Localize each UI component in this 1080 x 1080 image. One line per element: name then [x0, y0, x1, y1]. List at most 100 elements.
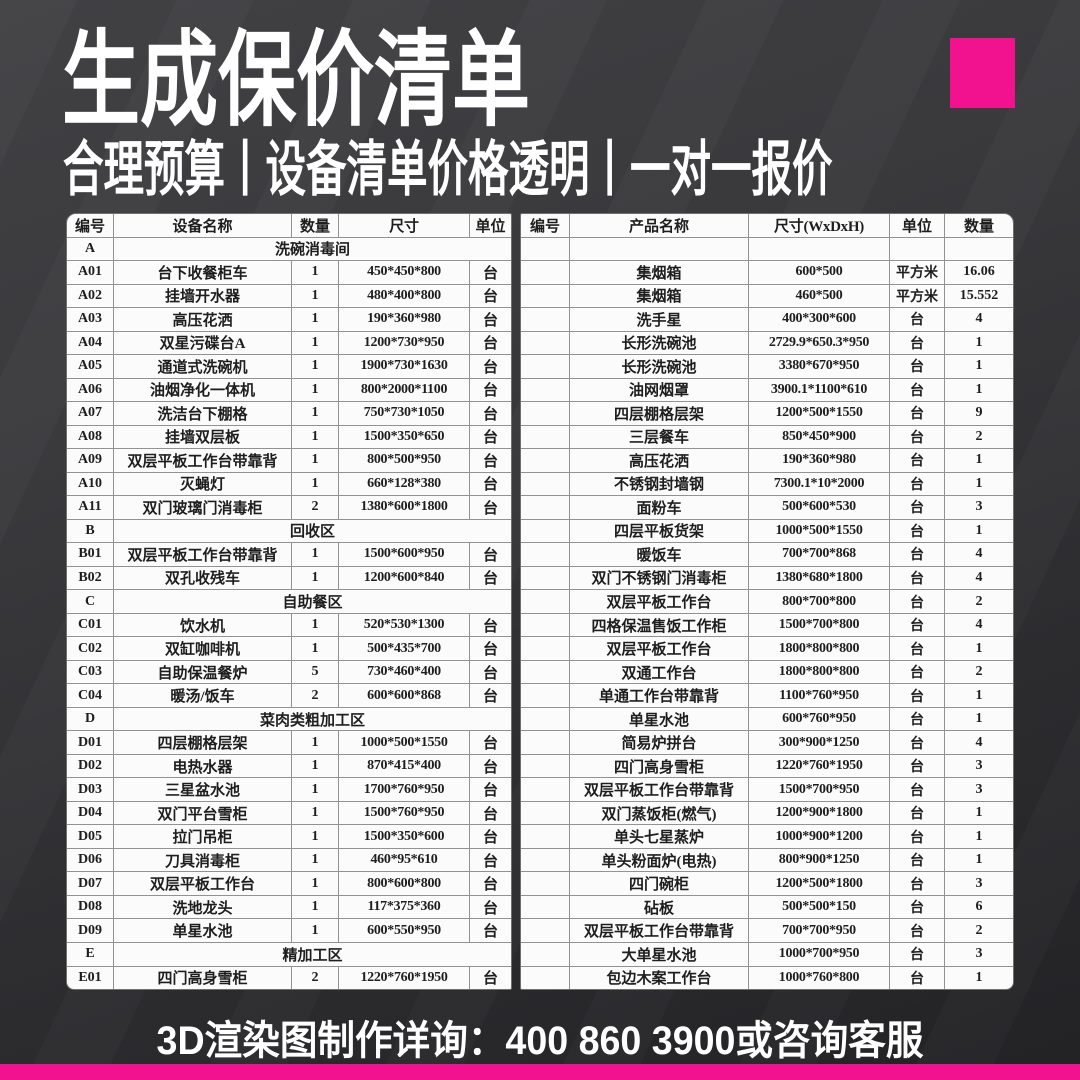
item-qty: 1 [292, 284, 339, 308]
item-name: 单星水池 [114, 919, 292, 942]
item-qty: 6 [975, 899, 983, 915]
table-row: C01 饮水机 1 520*530*1300 台 [67, 613, 511, 638]
item-code [521, 308, 570, 331]
item-code: D07 [67, 872, 114, 895]
table-row: 集烟箱 460*500 平方米 15.552 [521, 284, 1013, 309]
item-name: 双层平板工作台 [570, 590, 749, 613]
item-code [521, 942, 570, 966]
item-code [521, 543, 570, 566]
item-qty: 1 [975, 452, 983, 468]
item-name: 灭蝇灯 [114, 472, 292, 496]
item-name: 四格保温售饭工作柜 [570, 613, 749, 637]
table-row: 洗手星 400*300*600 台 4 [521, 308, 1013, 332]
column-header: 单位 [475, 218, 506, 235]
item-unit: 台 [482, 853, 498, 870]
item-code: D03 [67, 778, 114, 801]
table-row: 四格保温售饭工作柜 1500*700*800 台 4 [521, 613, 1013, 638]
item-name: 双门不锈钢门消毒柜 [570, 566, 749, 590]
table-row: D03 三星盆水池 1 1700*760*950 台 [67, 778, 511, 802]
item-name: 双门平台雪柜 [114, 801, 292, 825]
item-unit: 台 [482, 571, 498, 588]
item-code [521, 613, 570, 637]
item-qty: 1 [975, 381, 983, 397]
item-name: 双孔收残车 [114, 566, 292, 590]
item-name: 长形洗碗池 [570, 355, 749, 378]
item-qty: 3 [975, 758, 983, 774]
table-row: 双层平板工作台带靠背 700*700*950 台 2 [521, 919, 1013, 943]
item-name [570, 237, 749, 261]
section-row: C 自助餐区 [67, 590, 511, 614]
item-unit: 台 [482, 312, 498, 329]
table-row: A05 通道式洗碗机 1 1900*730*1630 台 [67, 355, 511, 379]
item-qty: 1 [292, 402, 339, 425]
item-code [521, 425, 570, 449]
item-unit: 台 [890, 449, 945, 472]
item-name: 双星污碟台A [114, 331, 292, 355]
item-size: 460*95*610 [339, 848, 470, 872]
equipment-table-left: 编号 设备名称 数量 尺寸 单位 A 洗碗消毒间 A01 台下收餐柜车 1 450*450… [66, 213, 512, 990]
item-size: 190*360*980 [749, 449, 890, 472]
item-qty: 9 [975, 405, 983, 421]
item-unit: 台 [890, 942, 945, 966]
table-row: C03 自助保温餐炉 5 730*460*400 台 [67, 660, 511, 685]
item-name: 四门高身雪柜 [114, 966, 292, 989]
item-size: 1500*600*950 [339, 543, 470, 566]
item-name: 台下收餐柜车 [114, 261, 292, 284]
item-size: 700*700*950 [749, 919, 890, 942]
table-row: 双门不锈钢门消毒柜 1380*680*1800 台 4 [521, 566, 1013, 591]
item-qty: 1 [975, 358, 983, 374]
item-name: 简易炉拼台 [570, 731, 749, 754]
item-code [521, 731, 570, 754]
item-unit: 台 [890, 848, 945, 872]
section-label: 自助餐区 [282, 595, 343, 611]
item-unit: 台 [890, 895, 945, 919]
item-name: 不锈钢封墙钢 [570, 472, 749, 496]
item-size: 400*300*600 [749, 308, 890, 331]
item-unit [890, 237, 945, 261]
item-qty: 1 [292, 637, 339, 660]
item-code [521, 966, 570, 989]
item-size: 1000*700*950 [749, 942, 890, 966]
item-size: 190*360*980 [339, 308, 470, 331]
item-qty: 1 [292, 308, 339, 331]
item-code: D02 [67, 754, 114, 778]
item-name: 双门玻璃门消毒柜 [114, 496, 292, 519]
table-row: 单通工作台带靠背 1100*760*950 台 1 [521, 684, 1013, 708]
item-qty: 1 [975, 852, 983, 868]
table-row: A08 挂墙双层板 1 1500*350*650 台 [67, 425, 511, 450]
table-row: A06 油烟净化一体机 1 800*2000*1100 台 [67, 378, 511, 403]
table-row: A10 灭蝇灯 1 660*128*380 台 [67, 472, 511, 497]
section-row: E 精加工区 [67, 942, 511, 967]
item-size: 1200*730*950 [339, 331, 470, 355]
item-code: D05 [67, 825, 114, 848]
item-name: 集烟箱 [570, 284, 749, 308]
item-qty: 1 [975, 687, 983, 703]
item-size: 600*550*950 [339, 919, 470, 942]
section-code: D [67, 707, 114, 731]
item-name: 暖饭车 [570, 543, 749, 566]
table-row: 长形洗碗池 3380*670*950 台 1 [521, 355, 1013, 379]
item-code [521, 590, 570, 613]
item-name: 洗地龙头 [114, 895, 292, 919]
section-label: 菜肉类粗加工区 [259, 712, 365, 729]
item-unit: 台 [482, 430, 498, 447]
item-unit: 台 [890, 966, 945, 989]
item-name: 刀具消毒柜 [114, 848, 292, 872]
table-row: 双层平板工作台 800*700*800 台 2 [521, 590, 1013, 614]
item-qty: 1 [292, 378, 339, 402]
item-size: 500*500*150 [749, 895, 890, 919]
item-code: A09 [67, 449, 114, 472]
product-table-right: 编号 产品名称 尺寸(WxDxH) 单位 数量 集烟箱 600*500 平方米 16.… [520, 213, 1014, 990]
item-size: 600*600*868 [339, 684, 470, 707]
footer-contact-text: 3D渲染图制作详询：400 860 3900或咨询客服 [156, 1019, 924, 1063]
item-name: 单头七星蒸炉 [570, 825, 749, 848]
item-qty: 3 [975, 875, 983, 891]
item-qty: 1 [292, 895, 339, 919]
item-unit: 台 [482, 924, 498, 941]
item-unit: 台 [890, 496, 945, 519]
item-unit: 台 [482, 289, 498, 306]
table-row: 砧板 500*500*150 台 6 [521, 895, 1013, 920]
item-code [521, 331, 570, 355]
item-code: A02 [67, 284, 114, 308]
item-qty: 2 [975, 664, 983, 680]
